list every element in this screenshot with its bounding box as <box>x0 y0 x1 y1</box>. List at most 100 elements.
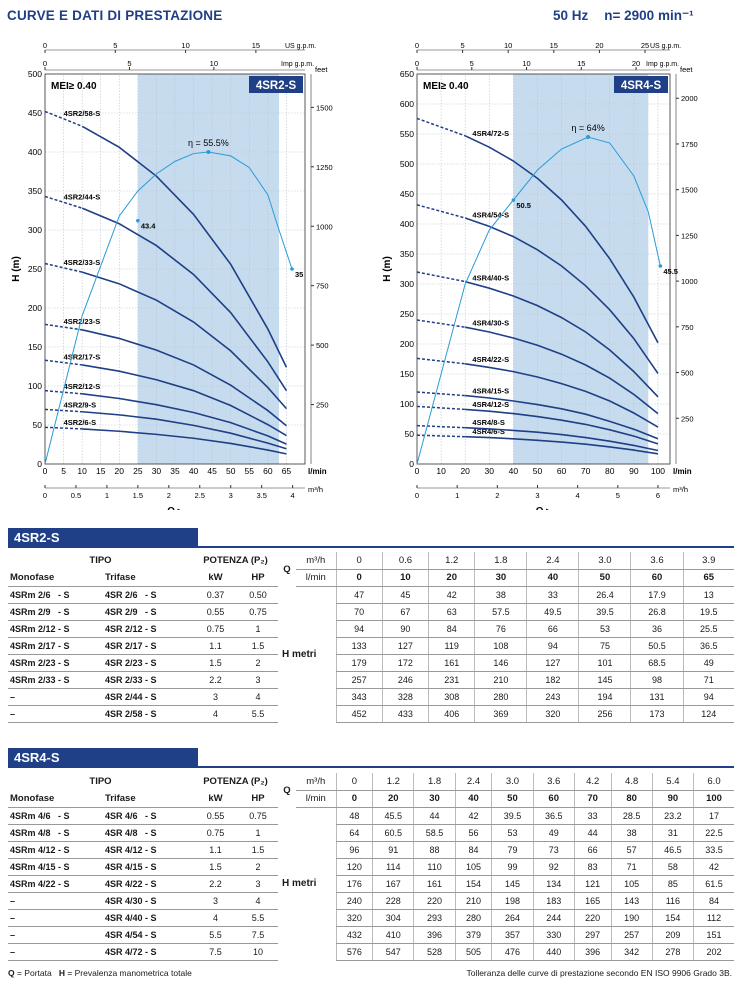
x-tick-label: 80 <box>605 466 615 476</box>
cell-head: 304 <box>372 909 414 927</box>
y-tick-label: 100 <box>28 381 42 391</box>
x-tick-label: 0 <box>415 466 420 476</box>
y-tick-label: 350 <box>28 186 42 196</box>
feet-tick-label: 250 <box>316 401 329 410</box>
cell-head: 127 <box>526 654 579 672</box>
table-row: 4SRm 2/23 - S 4SR 2/23 - S 1.5 2 179 172 161 14… <box>8 654 734 672</box>
m3h-tick-label: 1.5 <box>133 491 143 500</box>
section-rule <box>8 546 734 548</box>
cell-hp: 5.5 <box>238 909 278 927</box>
cell-hp: 3 <box>238 875 278 893</box>
cell-head: 64 <box>335 824 373 842</box>
m3h-tick-label: 0 <box>43 491 47 500</box>
cell-head: 293 <box>413 909 456 927</box>
cell-head: 343 <box>335 688 383 706</box>
cell-head: 53 <box>491 824 534 842</box>
cell-trifase: 4SR 4/6 - S <box>103 807 193 825</box>
footer-legend: Q = Portata H = Prevalenza manometrica t… <box>8 968 192 978</box>
feet-tick-label: 1750 <box>681 140 698 149</box>
cell-head: 228 <box>372 892 414 910</box>
cell-m3h: 3.0 <box>491 773 534 791</box>
cell-head: 406 <box>428 705 475 723</box>
cell-head: 151 <box>693 926 734 944</box>
x-tick-label: 20 <box>460 466 470 476</box>
pump-curve-dashed <box>44 408 83 413</box>
x-tick-label: 55 <box>245 466 255 476</box>
m3h-tick-label: 5 <box>616 491 620 500</box>
x-tick-label: 25 <box>133 466 143 476</box>
us-gpm-tick-label: 5 <box>461 41 465 50</box>
series-label: 4SR4/72-S <box>472 129 509 138</box>
col-q: Q <box>283 563 291 575</box>
plot-frame <box>416 73 671 465</box>
cell-head: 92 <box>532 858 575 876</box>
cell-head: 49 <box>532 824 575 842</box>
cell-hp: 4 <box>238 688 278 706</box>
cell-head: 68.5 <box>630 654 684 672</box>
cell-head: 396 <box>573 943 612 961</box>
cell-head: 63 <box>428 603 475 621</box>
y-tick-label: 50 <box>33 420 43 430</box>
pump-curve <box>81 207 288 392</box>
series-label: 4SR4/6-S <box>472 427 505 436</box>
cell-hp: 3 <box>238 671 278 689</box>
cell-head: 133 <box>335 637 383 655</box>
cell-head: 71 <box>682 671 734 689</box>
table-row: 4SRm 4/6 - S 4SR 4/6 - S 0.55 0.75 H metri 48… <box>8 807 734 889</box>
x-tick-label: 5 <box>61 466 66 476</box>
cell-head: 127 <box>381 637 429 655</box>
cell-head: 39.5 <box>491 807 534 825</box>
speed-label: n= 2900 min⁻¹ <box>604 8 694 23</box>
cell-lmin: 90 <box>651 790 694 808</box>
pump-curve <box>81 271 288 410</box>
cell-head: 22.5 <box>693 824 734 842</box>
efficiency-marker <box>290 267 294 271</box>
efficiency-peak-marker <box>586 135 591 139</box>
y-tick-label: 300 <box>28 225 42 235</box>
y-axis-title: H (m) <box>382 256 393 282</box>
col-kw: kW <box>193 569 238 587</box>
imp-gpm-title: Imp g.p.m. <box>646 61 679 68</box>
cell-head: 167 <box>372 875 414 893</box>
cell-head: 26.8 <box>630 603 684 621</box>
pump-curve <box>465 326 659 415</box>
m3h-tick-label: 2 <box>495 491 499 500</box>
cell-head: 33 <box>573 807 612 825</box>
imp-gpm-tick-label: 0 <box>415 59 419 68</box>
col-trifase: Trifase <box>103 569 193 587</box>
cell-head: 134 <box>532 875 575 893</box>
cell-monofase: 4SRm 2/9 - S <box>8 603 103 621</box>
us-gpm-tick-label: 15 <box>252 41 260 50</box>
cell-m3h: 4.2 <box>573 773 612 791</box>
feet-tick-label: 750 <box>681 323 694 332</box>
cell-m3h: 1.2 <box>372 773 414 791</box>
cell-head: 120 <box>335 858 373 876</box>
cell-monofase: – <box>8 892 103 910</box>
cell-trifase: 4SR 4/72 - S <box>103 943 193 961</box>
cell-hp: 1.5 <box>238 841 278 859</box>
cell-head: 79 <box>491 841 534 859</box>
cell-head: 528 <box>413 943 456 961</box>
cell-kw: 0.55 <box>193 807 238 825</box>
feet-tick-label: 1000 <box>681 277 698 286</box>
m3h-tick-label: 1 <box>105 491 109 500</box>
mei-label: MEI≥ 0.40 <box>423 81 469 92</box>
cell-hp: 0.75 <box>238 807 278 825</box>
x-tick-label: 60 <box>263 466 273 476</box>
series-label: 4SR2/23-S <box>64 317 101 326</box>
us-gpm-tick-label: 20 <box>595 41 603 50</box>
cell-trifase: 4SR 4/12 - S <box>103 841 193 859</box>
y-tick-label: 500 <box>28 69 42 79</box>
us-gpm-tick-label: 10 <box>504 41 512 50</box>
cell-trifase: 4SR 4/8 - S <box>103 824 193 842</box>
pump-curve-dashed <box>44 426 83 430</box>
cell-head: 36.5 <box>682 637 734 655</box>
m3h-tick-label: 3.5 <box>256 491 266 500</box>
cell-trifase: 4SR 2/44 - S <box>103 688 193 706</box>
y-tick-label: 600 <box>400 99 414 109</box>
col-q: Q <box>283 784 291 796</box>
x-tick-label: 20 <box>115 466 125 476</box>
efficiency-zone <box>513 74 649 464</box>
